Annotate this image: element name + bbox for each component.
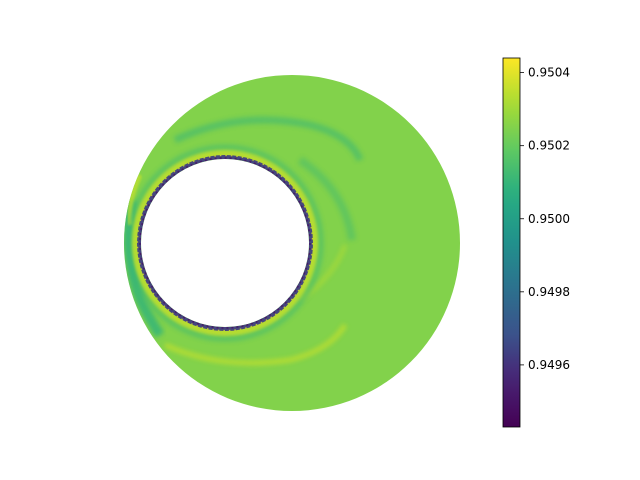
inner-rim-darkest <box>139 157 311 329</box>
lower-arc-wake <box>163 323 348 366</box>
colorbar-ticks: 0.9496 0.9498 0.9500 0.9502 0.9504 <box>520 66 570 372</box>
colorbar-tick-label: 0.9502 <box>528 139 570 153</box>
colorbar-tick-label: 0.9500 <box>528 212 570 226</box>
colorbar: 0.9496 0.9498 0.9500 0.9502 0.9504 <box>502 57 570 428</box>
inner-rim-bright-specks <box>136 154 314 332</box>
colorbar-tick-label: 0.9496 <box>528 358 570 372</box>
rim-outer-shadow <box>126 144 324 342</box>
inner-rim-dark <box>137 155 313 331</box>
upper-arc-wake <box>173 116 364 162</box>
upper-right-wake <box>297 156 356 241</box>
colorbar-gradient <box>502 57 521 428</box>
rim-highlight-band <box>131 149 319 337</box>
annulus-field-plot <box>124 75 460 411</box>
field-features <box>124 116 364 366</box>
colorbar-tick-label: 0.9504 <box>528 66 570 80</box>
colorbar-tick-label: 0.9498 <box>528 285 570 299</box>
